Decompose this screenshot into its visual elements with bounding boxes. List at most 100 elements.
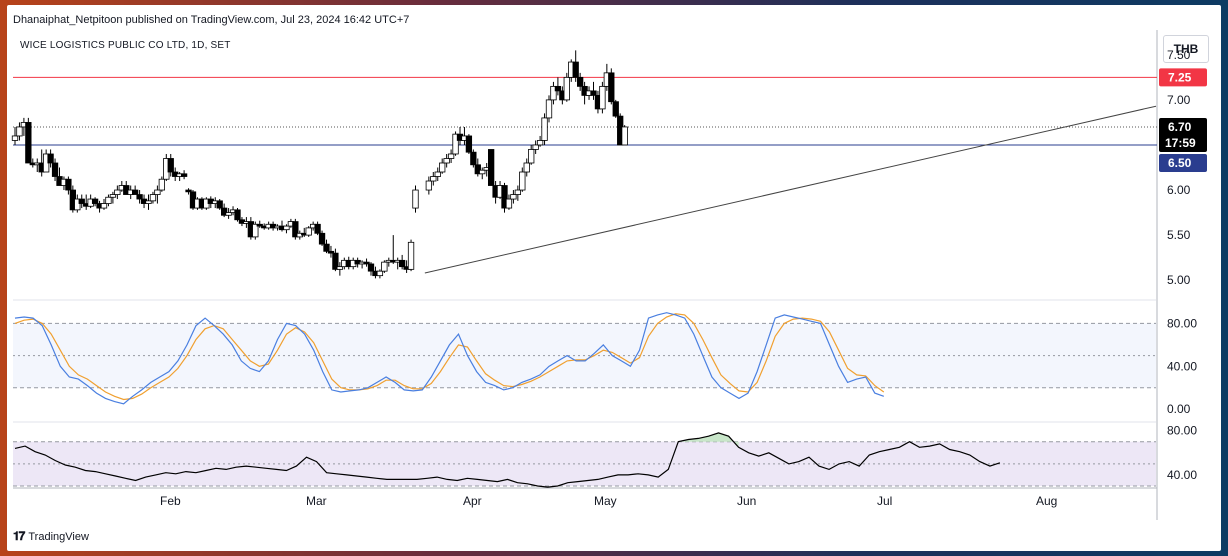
candle: [532, 144, 539, 150]
candle: [430, 176, 437, 182]
candle: [621, 126, 628, 146]
candle: [541, 117, 548, 141]
candle: [336, 266, 344, 270]
candle: [327, 250, 335, 254]
rsi-tick-label: 40.00: [1167, 468, 1197, 482]
tradingview-logo[interactable]: 𝟏𝟕 TradingView: [13, 529, 89, 544]
candle: [132, 189, 139, 195]
candle: [185, 189, 192, 193]
stochastic-tick-label: 40.00: [1167, 359, 1197, 373]
candle: [225, 212, 232, 216]
month-label-mar: Mar: [306, 494, 327, 508]
candle: [398, 259, 406, 268]
stochastic-pane: [13, 312, 1156, 405]
candle: [105, 196, 112, 204]
tv-logo-icon: 𝟏𝟕: [13, 529, 25, 543]
currency-button[interactable]: THB: [1163, 35, 1209, 63]
candle: [180, 173, 188, 177]
candle: [283, 225, 290, 231]
candle: [314, 223, 321, 234]
resistance-price-tag: [1159, 68, 1207, 87]
candle: [563, 76, 570, 101]
candle: [109, 194, 117, 198]
candle: [158, 178, 166, 191]
candle: [545, 99, 553, 119]
candle: [292, 221, 299, 238]
rsi-tick-label: 80.00: [1167, 424, 1197, 438]
resistance-price-tag-label: 7.25: [1168, 70, 1192, 84]
candle: [528, 149, 535, 164]
candle: [323, 243, 330, 252]
candle: [443, 158, 450, 164]
symbol-label: WICE LOGISTICS PUBLIC CO LTD, 1D, SET: [20, 40, 231, 51]
candle: [65, 178, 72, 191]
stochastic-d-line: [14, 313, 885, 401]
candle: [318, 232, 326, 245]
candle: [16, 126, 23, 137]
candle: [305, 227, 312, 236]
month-label-jun: Jun: [737, 494, 756, 508]
candle: [91, 198, 99, 204]
candle: [167, 158, 174, 173]
candle: [479, 169, 486, 175]
candle: [550, 85, 557, 101]
price-tick-label: 7.50: [1167, 48, 1191, 62]
logo-text: TradingView: [28, 530, 89, 543]
candle: [554, 85, 562, 92]
candle: [216, 200, 223, 209]
price-pane: [11, 50, 1157, 279]
chart-frame: Dhanaiphat_Netpitoon published on Tradin…: [7, 5, 1221, 551]
candle: [136, 194, 143, 200]
candle: [523, 162, 530, 173]
candle: [412, 189, 419, 209]
candle: [505, 198, 513, 209]
candle: [363, 261, 370, 265]
candle: [452, 133, 459, 155]
candle: [100, 203, 108, 209]
candle: [376, 270, 384, 277]
candle: [25, 122, 32, 164]
candle: [439, 162, 446, 173]
price-tick-label: 5.00: [1167, 273, 1191, 287]
candle: [608, 72, 615, 103]
candle: [78, 198, 85, 204]
trendline: [424, 105, 1157, 274]
candle: [474, 164, 481, 175]
candle: [487, 149, 495, 186]
candle: [256, 223, 263, 227]
month-label-aug: Aug: [1036, 494, 1057, 508]
candle: [572, 61, 579, 78]
candle: [47, 153, 54, 164]
candle: [519, 171, 526, 191]
candle: [74, 198, 81, 211]
published-caption: Dhanaiphat_Netpitoon published on Tradin…: [13, 14, 410, 26]
price-axis: 7.507.006.506.005.505.007.256.7017:596.5…: [160, 48, 1207, 508]
candle: [145, 200, 152, 204]
last-price-tag-label: 6.70: [1168, 120, 1192, 134]
candle: [501, 185, 508, 209]
candle: [447, 153, 455, 159]
last-price-tag: [1159, 117, 1207, 152]
chart-canvas[interactable]: 7.507.006.506.005.505.007.256.7017:596.5…: [7, 5, 1221, 551]
stochastic-k-line: [14, 312, 885, 405]
candle: [612, 101, 619, 117]
candle: [514, 189, 522, 195]
month-label-apr: Apr: [463, 494, 482, 508]
candle: [252, 223, 259, 238]
candle: [149, 194, 157, 202]
candle: [590, 90, 597, 96]
month-label-feb: Feb: [160, 494, 181, 508]
price-tick-label: 7.00: [1167, 93, 1191, 107]
candle: [11, 135, 19, 141]
stochastic-tick-label: 80.00: [1167, 316, 1197, 330]
candle: [577, 76, 584, 87]
rsi-line: [14, 432, 1001, 488]
candle: [367, 263, 375, 272]
support-price-tag-label: 6.50: [1168, 156, 1192, 170]
candle: [51, 162, 59, 177]
candle: [470, 151, 477, 166]
candle: [220, 207, 228, 216]
rsi-pane: [13, 432, 1156, 488]
month-label-jul: Jul: [877, 494, 892, 508]
stochastic-tick-label: 0.00: [1167, 402, 1191, 416]
